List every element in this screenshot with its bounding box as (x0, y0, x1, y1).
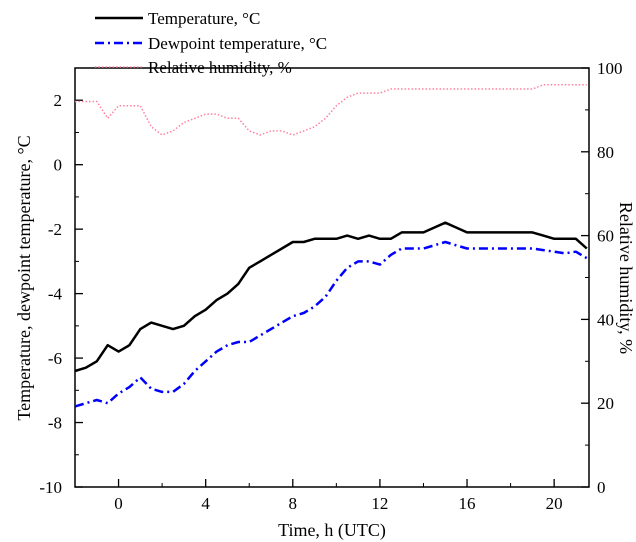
left-tick-label: 2 (54, 91, 63, 110)
series-line-dewpoint (74, 240, 588, 408)
right-tick-label: 40 (597, 310, 614, 329)
bottom-axis-ticks: 0 4 8 12 16 20 (74, 479, 563, 513)
x-tick-label: 16 (459, 494, 476, 513)
x-tick-label: 8 (289, 494, 298, 513)
series-layer (74, 84, 588, 408)
legend-label-temperature: Temperature, °C (148, 9, 260, 28)
legend-label-relative-humidity: Relative humidity, % (148, 58, 292, 77)
right-tick-label: 60 (597, 227, 614, 246)
left-tick-label: 0 (54, 156, 63, 175)
left-tick-label: -4 (48, 285, 63, 304)
left-y-axis-title: Temperature, dewpoint temperature, °C (14, 135, 34, 420)
left-tick-label: -10 (39, 478, 62, 497)
right-y-axis-title: Relative humidity, % (616, 202, 636, 354)
right-tick-label: 20 (597, 394, 614, 413)
x-tick-label: 4 (201, 494, 210, 513)
right-tick-label: 80 (597, 143, 614, 162)
plot-frame (74, 67, 590, 488)
x-tick-label: 20 (546, 494, 563, 513)
right-tick-label: 100 (597, 59, 623, 78)
left-tick-label: -8 (48, 414, 62, 433)
legend-label-dewpoint: Dewpoint temperature, °C (148, 34, 327, 53)
right-axis-ticks: 0 20 40 60 80 100 (581, 59, 623, 497)
x-axis-title: Time, h (UTC) (278, 520, 386, 541)
right-tick-label: 0 (597, 478, 606, 497)
left-tick-label: -2 (48, 220, 62, 239)
series-line-temperature (74, 221, 588, 373)
x-tick-label: 12 (371, 494, 388, 513)
left-tick-label: -6 (48, 349, 62, 368)
left-axis-ticks: -10 -8 -6 -4 -2 0 2 (39, 91, 83, 497)
x-tick-label: 0 (114, 494, 123, 513)
legend: Temperature, °C Dewpoint temperature, °C… (95, 9, 327, 77)
plot-area-border (74, 67, 590, 488)
series-line-relative-humidity (75, 84, 587, 136)
